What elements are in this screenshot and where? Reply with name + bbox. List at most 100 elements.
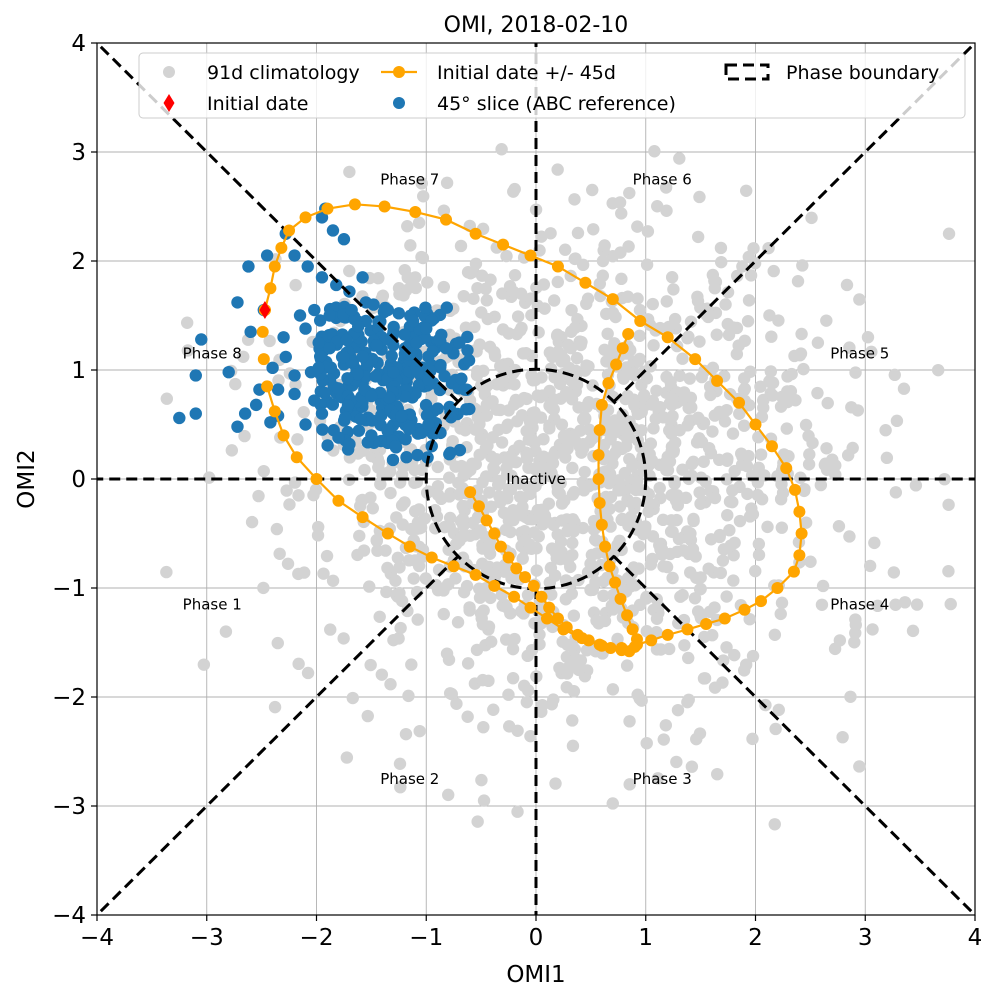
climatology-point (576, 437, 590, 451)
legend-marker (724, 63, 770, 81)
climatology-point (766, 376, 780, 390)
climatology-point (500, 249, 513, 263)
climatology-point (863, 559, 877, 573)
x-tick-label: 3 (858, 925, 873, 951)
x-tick-label: −1 (409, 925, 443, 951)
climatology-point (571, 226, 585, 240)
climatology-point (180, 316, 194, 329)
y-tick-label: 4 (71, 31, 86, 57)
climatology-point (568, 485, 581, 499)
climatology-point (623, 186, 636, 200)
climatology-point (736, 260, 749, 273)
climatology-point (545, 542, 559, 555)
slice-point (410, 336, 423, 350)
climatology-point (691, 294, 705, 308)
slice-point (455, 372, 468, 385)
legend-label: Initial date (207, 93, 308, 115)
slice-point (400, 451, 413, 464)
climatology-point (804, 555, 817, 568)
slice-point (420, 409, 434, 422)
climatology-point (692, 411, 705, 425)
trajectory-point (602, 377, 615, 390)
slice-point (365, 429, 378, 442)
climatology-point (521, 684, 535, 697)
climatology-point (530, 564, 543, 577)
climatology-point (887, 566, 901, 579)
climatology-point (443, 687, 457, 700)
slice-point (462, 354, 476, 367)
climatology-point (775, 478, 788, 491)
slice-point (308, 303, 321, 317)
climatology-point (553, 487, 566, 500)
climatology-point (737, 664, 751, 677)
slice-point (386, 453, 400, 467)
climatology-point (754, 380, 767, 393)
climatology-point (723, 495, 737, 508)
climatology-point (871, 599, 884, 613)
trajectory-point (551, 612, 564, 625)
climatology-point (897, 382, 911, 395)
legend-marker (163, 66, 175, 78)
trajectory-point (290, 451, 303, 464)
climatology-point (672, 617, 685, 630)
climatology-point (456, 499, 469, 513)
slice-point (321, 439, 334, 452)
trajectory-point (621, 609, 634, 622)
climatology-point (598, 239, 611, 252)
climatology-point (865, 345, 878, 359)
slice-point (249, 398, 263, 412)
slice-point (323, 309, 336, 322)
climatology-point (647, 339, 660, 352)
climatology-point (640, 625, 653, 638)
climatology-point (888, 368, 901, 382)
climatology-point (458, 424, 472, 437)
legend-marker (393, 97, 405, 109)
climatology-point (487, 703, 500, 716)
climatology-point (811, 336, 825, 349)
climatology-point (467, 292, 480, 305)
trajectory-point (689, 353, 702, 366)
slice-point (370, 339, 384, 352)
slice-point (244, 325, 257, 339)
climatology-point (535, 371, 548, 384)
climatology-point (548, 569, 562, 582)
climatology-point (666, 392, 679, 406)
climatology-point (547, 393, 561, 406)
slice-point (316, 423, 329, 436)
slice-point (411, 366, 424, 379)
climatology-point (677, 386, 691, 399)
climatology-point (666, 410, 679, 423)
climatology-point (671, 703, 685, 717)
climatology-point (820, 314, 833, 327)
climatology-point (693, 190, 706, 204)
climatology-point (646, 297, 659, 311)
climatology-point (320, 549, 334, 563)
climatology-point (475, 773, 488, 787)
climatology-point (673, 152, 686, 165)
climatology-point (480, 398, 494, 411)
climatology-point (657, 733, 670, 746)
climatology-point (521, 588, 535, 602)
x-tick-label: −4 (80, 925, 114, 951)
trajectory-point (447, 560, 460, 573)
trajectory-point (540, 612, 553, 625)
climatology-point (160, 392, 174, 405)
climatology-point (670, 755, 683, 769)
slice-point (326, 398, 340, 411)
climatology-point (622, 367, 635, 381)
climatology-point (647, 422, 660, 435)
slice-point (293, 309, 307, 322)
climatology-point (611, 441, 624, 454)
climatology-point (272, 374, 285, 387)
climatology-point (565, 303, 578, 317)
climatology-point (566, 513, 580, 526)
x-tick-label: 2 (748, 925, 763, 951)
trajectory-point (576, 632, 589, 645)
slice-point (352, 424, 366, 437)
trajectory-point (622, 328, 635, 341)
climatology-point (506, 503, 520, 517)
trajectory-point (603, 560, 616, 573)
climatology-point (501, 418, 515, 431)
climatology-point (794, 347, 808, 360)
slice-point (461, 344, 474, 357)
